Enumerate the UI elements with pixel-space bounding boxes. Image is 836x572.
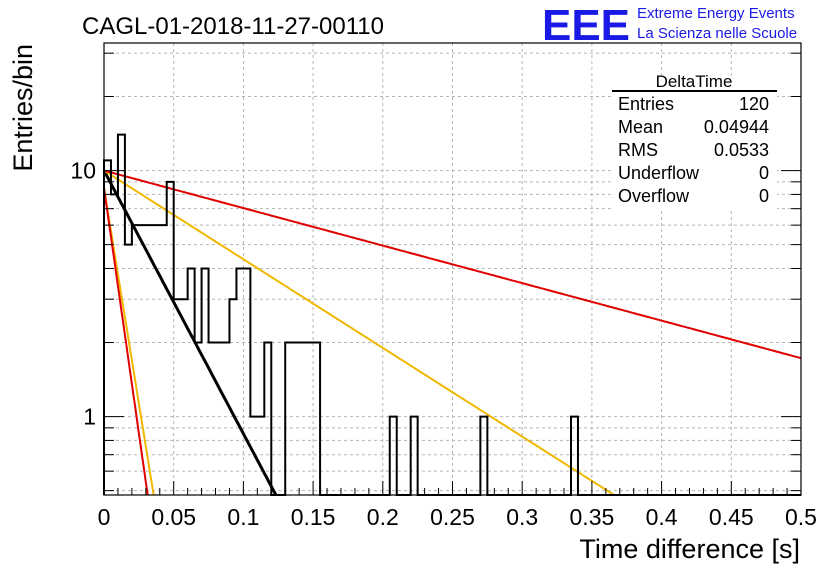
chart-title: CAGL-01-2018-11-27-00110 bbox=[82, 13, 384, 40]
y-axis-label: Entries/bin bbox=[8, 44, 38, 172]
stats-box-background bbox=[612, 76, 777, 210]
logo-line1: Extreme Energy Events bbox=[637, 5, 795, 22]
logo-mark: EEE bbox=[542, 1, 630, 50]
x-tick-label: 0.3 bbox=[506, 504, 538, 530]
x-tick-label: 0.15 bbox=[291, 504, 336, 530]
x-tick-label: 0 bbox=[98, 504, 111, 530]
y-tick-labels: 1 10 bbox=[70, 158, 96, 430]
stats-value: 120 bbox=[739, 94, 769, 114]
eee-logo: EEE Extreme Energy Events La Scienza nel… bbox=[542, 1, 797, 50]
x-tick-label: 0.25 bbox=[430, 504, 475, 530]
y-tick-label: 1 bbox=[83, 404, 96, 430]
stats-label: RMS bbox=[618, 140, 658, 160]
fit-curve bbox=[103, 187, 149, 496]
x-tick-label: 0.1 bbox=[227, 504, 259, 530]
fit-curve bbox=[103, 169, 802, 360]
stats-box-name: DeltaTime bbox=[656, 72, 733, 91]
y-tick-label: 10 bbox=[70, 158, 96, 184]
x-tick-label: 0.35 bbox=[570, 504, 615, 530]
stats-label: Underflow bbox=[618, 163, 700, 183]
stats-rows: Entries 120 Mean 0.04944 RMS 0.0533 Underflow 0… bbox=[618, 94, 769, 206]
stats-value: 0 bbox=[759, 163, 769, 183]
stats-label: Overflow bbox=[618, 186, 690, 206]
stats-box: DeltaTime Entries 120 Mean 0.04944 RMS 0.0533… bbox=[612, 72, 777, 210]
stats-value: 0.04944 bbox=[704, 117, 769, 137]
axis-ticks bbox=[103, 52, 802, 495]
logo-line2: La Scienza nelle Scuole bbox=[637, 25, 797, 42]
grid-lines bbox=[104, 43, 801, 495]
x-tick-label: 0.05 bbox=[151, 504, 196, 530]
stats-value: 0.0533 bbox=[714, 140, 769, 160]
x-tick-label: 0.4 bbox=[646, 504, 678, 530]
stats-value: 0 bbox=[759, 186, 769, 206]
stats-label: Entries bbox=[618, 94, 674, 114]
x-tick-label: 0.2 bbox=[367, 504, 399, 530]
x-tick-label: 0.5 bbox=[785, 504, 817, 530]
x-tick-labels: 0 0.05 0.1 0.15 0.2 0.25 0.3 0.35 0.4 0.45 0.5 bbox=[98, 504, 817, 530]
x-tick-label: 0.45 bbox=[709, 504, 754, 530]
x-axis-label: Time difference [s] bbox=[579, 534, 800, 564]
fit-curve bbox=[103, 169, 615, 496]
stats-label: Mean bbox=[618, 117, 663, 137]
